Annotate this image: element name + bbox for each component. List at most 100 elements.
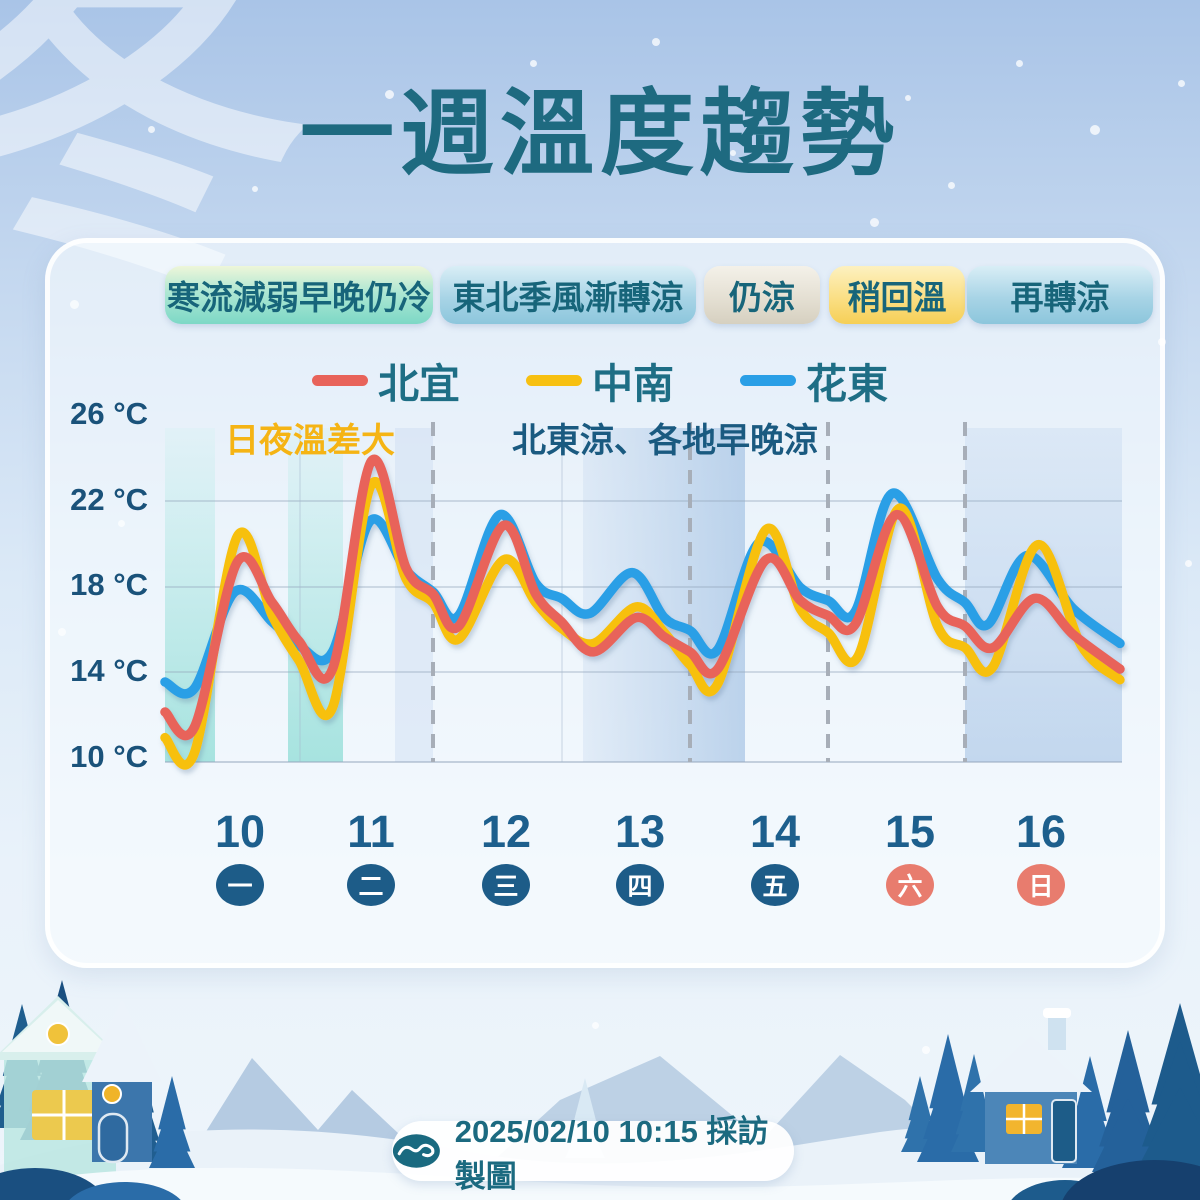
snow-dot: [1016, 60, 1023, 67]
weekday-badge-15: 六: [886, 864, 934, 906]
snow-dot: [385, 90, 394, 99]
pine-tree: [36, 980, 88, 1073]
snow-dot: [530, 60, 537, 67]
annotation-diurnal-range: 日夜溫差大: [225, 422, 395, 460]
group-divider-dashed: [826, 422, 830, 762]
legend-label: 花東: [806, 361, 888, 407]
pine-tree: [1099, 1061, 1157, 1147]
pine-tree: [1073, 1056, 1107, 1121]
pine-tree: [0, 1031, 48, 1106]
y-tick-14: 14 °C: [70, 653, 148, 689]
snow-dot: [870, 218, 879, 227]
caption-text: 2025/02/10 10:15 採訪製圖: [454, 1114, 769, 1194]
snow-dot: [592, 1022, 599, 1029]
pine-tree: [951, 1101, 997, 1152]
group-divider-dashed: [963, 422, 967, 762]
gridline-18: [165, 586, 1122, 588]
x-date-14: 14: [749, 806, 801, 857]
gridline-14: [165, 671, 1122, 673]
pine-tree: [1062, 1109, 1118, 1168]
legend-label: 北宜: [378, 361, 460, 407]
weekday-badge-14: 五: [751, 864, 799, 906]
y-axis-labels: 26 °C 22 °C 18 °C 14 °C 10 °C: [48, 0, 148, 800]
snow-dot: [922, 1046, 930, 1054]
legend-swatch: [312, 374, 368, 386]
pine-tree: [923, 1062, 973, 1139]
snow-dot: [1090, 125, 1100, 135]
x-axis-line: [165, 761, 1122, 763]
pine-tree: [0, 1063, 54, 1128]
y-tick-10: 10 °C: [70, 739, 148, 774]
bush: [69, 1182, 181, 1200]
pine-tree: [114, 1069, 160, 1141]
cool-band-blue: [395, 428, 433, 762]
pine-tree: [149, 1120, 195, 1168]
pine-tree: [908, 1076, 932, 1121]
cold-band-teal: [165, 428, 215, 762]
snow-dot: [1178, 80, 1185, 87]
pine-tree: [960, 1054, 988, 1111]
bush: [1011, 1180, 1119, 1200]
pine-tree: [901, 1112, 939, 1152]
bush: [1062, 1160, 1200, 1200]
pine-tree: [1106, 1030, 1150, 1113]
snow-dot: [148, 126, 155, 133]
weekday-badge-13: 四: [616, 864, 664, 906]
banner-1: 寒流減弱早晚仍冷: [165, 266, 433, 324]
pine-tree: [1142, 1041, 1200, 1147]
snow-dot: [652, 38, 660, 46]
chart-legend: 北宜 中南 花東: [0, 350, 1200, 410]
house-blue-left: [82, 1000, 162, 1164]
weekday-badge-12: 三: [482, 864, 530, 906]
snow-dot: [1185, 560, 1192, 567]
legend-item-花東: 花東: [740, 350, 888, 410]
legend-swatch: [740, 374, 796, 386]
x-date-12: 12: [480, 806, 532, 857]
cwa-logo-icon: [392, 1134, 440, 1168]
pine-tree: [904, 1092, 936, 1139]
y-tick-18: 18 °C: [70, 567, 148, 603]
pine-tree: [929, 1034, 967, 1109]
group-divider-dashed: [431, 422, 435, 762]
legend-item-北宜: 北宜: [312, 350, 460, 410]
y-tick-22: 22 °C: [70, 481, 148, 517]
day-boundary: [299, 430, 301, 762]
day-boundary: [561, 430, 563, 762]
house-blue-right: [970, 1008, 1092, 1164]
x-date-13: 13: [614, 806, 666, 857]
pine-tree: [120, 1044, 154, 1113]
pine-tree: [153, 1096, 191, 1152]
x-date-11: 11: [347, 806, 395, 857]
page-title: 一週溫度趨勢: [299, 81, 900, 186]
banner-5: 再轉涼: [967, 266, 1153, 324]
cool-band-blue: [583, 428, 745, 762]
pine-tree: [1092, 1098, 1164, 1172]
snow-dot: [905, 95, 911, 101]
bush: [0, 1168, 106, 1200]
gridline-22: [165, 500, 1122, 502]
pine-tree: [109, 1100, 165, 1162]
legend-item-中南: 中南: [526, 350, 674, 410]
cool-band-blue: [965, 428, 1122, 762]
pine-tree: [2, 1004, 42, 1076]
pine-tree: [20, 1056, 104, 1140]
x-date-15: 15: [884, 806, 936, 857]
weekday-badge-10: 一: [216, 864, 264, 906]
pine-tree: [917, 1095, 979, 1162]
pine-tree: [1067, 1080, 1113, 1148]
annotation-cool-regions: 北東涼、各地早晚涼: [512, 422, 818, 460]
legend-label: 中南: [592, 361, 674, 407]
y-tick-26: 26 °C: [70, 395, 148, 431]
house-mint: [0, 996, 124, 1190]
pine-tree: [1151, 1003, 1200, 1105]
x-date-16: 16: [1015, 806, 1067, 857]
snow-dot: [730, 150, 736, 156]
banner-3: 仍涼: [704, 266, 820, 324]
pine-tree: [28, 1015, 96, 1112]
x-date-10: 10: [214, 806, 266, 857]
pine-tree: [1132, 1087, 1200, 1178]
weekday-badge-11: 二: [347, 864, 395, 906]
banner-4: 稍回溫: [829, 266, 965, 324]
weekday-badge-16: 日: [1017, 864, 1065, 906]
